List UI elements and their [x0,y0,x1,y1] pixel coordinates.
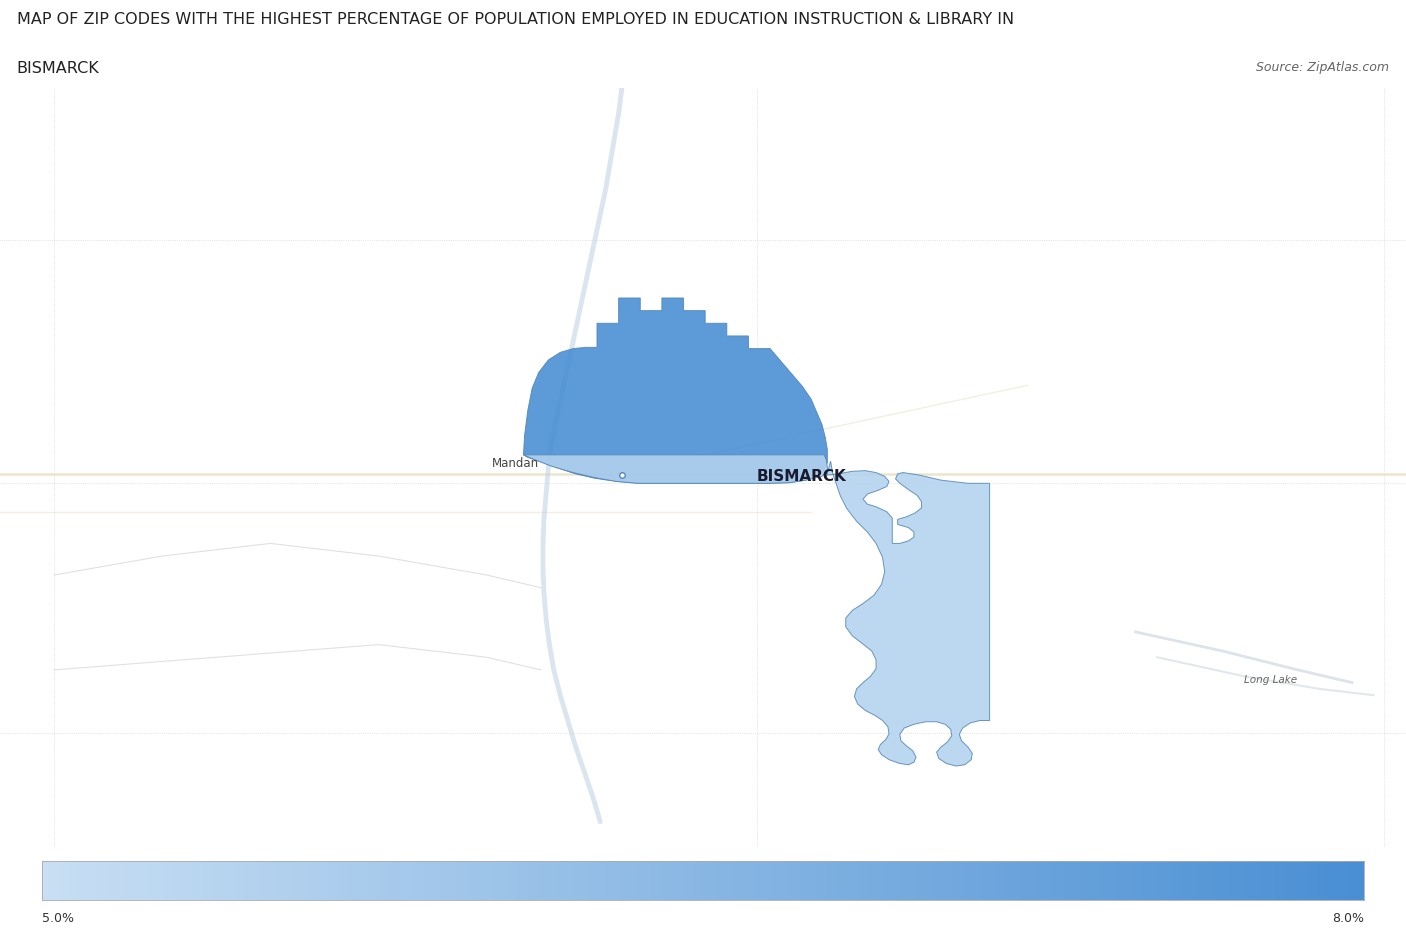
Text: MAP OF ZIP CODES WITH THE HIGHEST PERCENTAGE OF POPULATION EMPLOYED IN EDUCATION: MAP OF ZIP CODES WITH THE HIGHEST PERCEN… [17,12,1014,27]
Text: BISMARCK: BISMARCK [17,61,100,76]
Text: Mandan: Mandan [492,457,540,470]
Polygon shape [523,299,827,484]
Text: Source: ZipAtlas.com: Source: ZipAtlas.com [1256,61,1389,74]
Text: 5.0%: 5.0% [42,911,75,924]
Text: BISMARCK: BISMARCK [756,468,846,483]
Polygon shape [523,455,990,767]
Text: 8.0%: 8.0% [1331,911,1364,924]
Text: Long Lake: Long Lake [1244,675,1296,684]
